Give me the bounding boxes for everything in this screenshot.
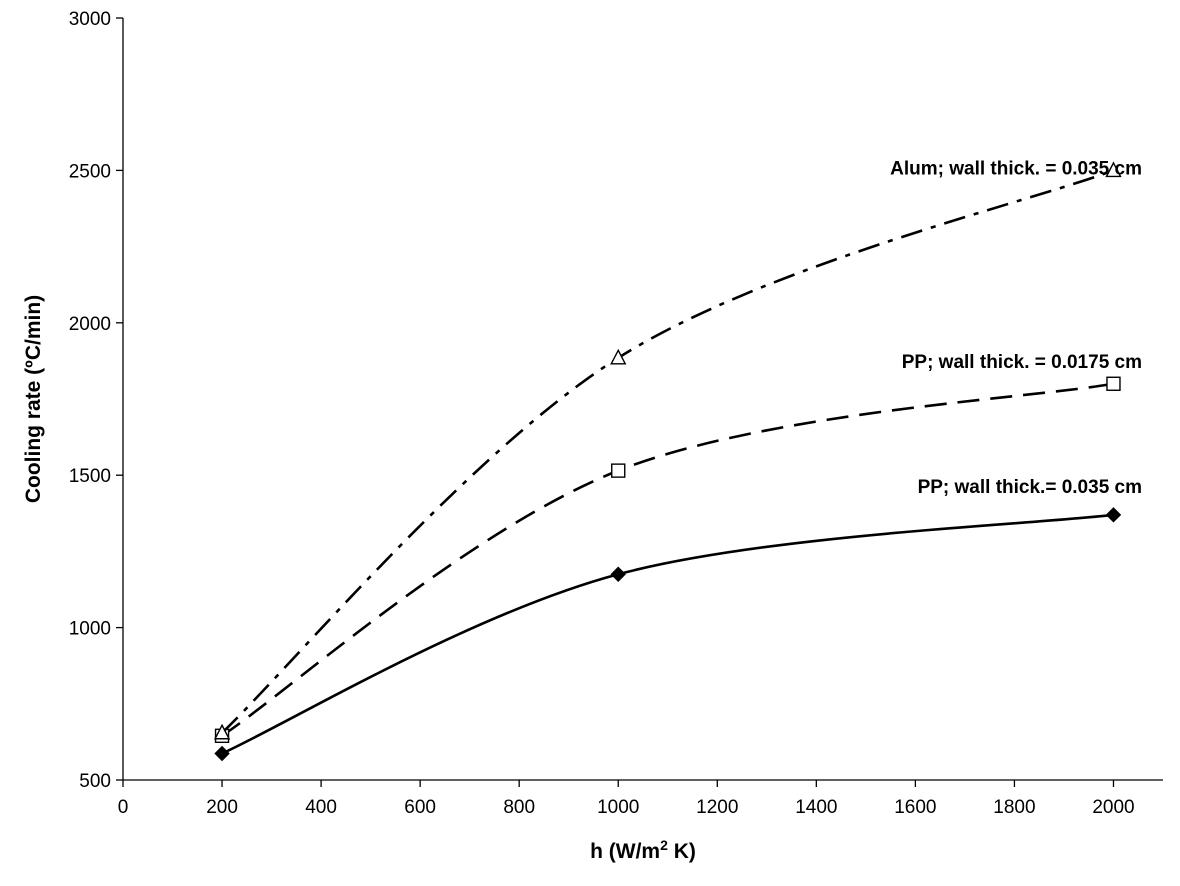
y-tick-label: 3000 <box>69 9 111 30</box>
data-point-triangle <box>610 348 627 365</box>
y-tick-label: 2000 <box>69 314 111 335</box>
x-axis-title-sup: 2 <box>660 837 668 853</box>
data-point-square <box>611 463 626 478</box>
y-axis-title: Cooling rate (ºC/min) <box>22 295 45 503</box>
x-tick-label: 400 <box>305 797 337 818</box>
series-line-2 <box>221 169 1114 734</box>
x-tick-label: 1000 <box>597 797 639 818</box>
x-tick-label: 800 <box>503 797 535 818</box>
x-tick-label: 1800 <box>993 797 1035 818</box>
data-point-triangle <box>1105 161 1122 178</box>
x-tick-label: 1600 <box>894 797 936 818</box>
y-tick-label: 2500 <box>69 161 111 182</box>
x-tick-label: 0 <box>118 797 129 818</box>
x-axis-title-tail: K) <box>668 840 696 863</box>
x-axis-title-main: h (W/m <box>590 840 660 863</box>
axes: 500 1000 1500 2000 2500 3000 0 200 400 600 800 1000… <box>69 9 1163 818</box>
data-point-diamond <box>1105 507 1122 523</box>
x-tick-label: 200 <box>206 797 238 818</box>
x-tick-label: 600 <box>404 797 436 818</box>
chart-labels: Cooling rate (ºC/min) h (W/m2 K) PP; wal… <box>22 158 1142 863</box>
y-tick-label: 1500 <box>69 466 111 487</box>
series-annotation-1: PP; wall thick. = 0.0175 cm <box>902 352 1142 373</box>
x-tick-label: 2000 <box>1092 797 1134 818</box>
x-tick-label: 1400 <box>795 797 837 818</box>
series-line-1 <box>221 382 1114 737</box>
series-annotation-0: PP; wall thick.= 0.035 cm <box>918 477 1142 498</box>
x-axis-title: h (W/m2 K) <box>590 837 696 863</box>
y-tick-label: 1000 <box>69 619 111 640</box>
series-annotation-2: Alum; wall thick. = 0.035 cm <box>890 158 1142 179</box>
data-point-square <box>1106 376 1121 391</box>
data-point-diamond <box>214 745 230 762</box>
y-tick-label: 500 <box>79 771 111 792</box>
data-point-diamond <box>610 566 626 582</box>
x-tick-label: 1200 <box>696 797 738 818</box>
series-marks <box>213 161 1122 762</box>
data-point-triangle <box>213 723 231 740</box>
